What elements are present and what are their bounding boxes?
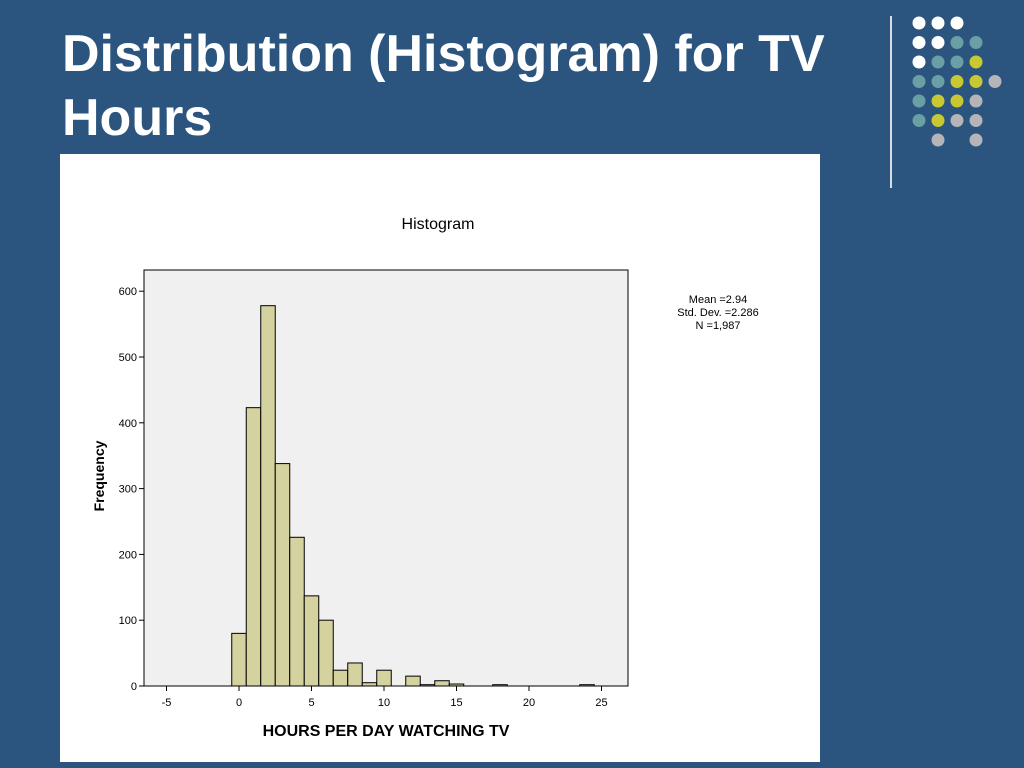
histogram-bar bbox=[318, 619, 334, 687]
histogram-bar bbox=[405, 675, 421, 687]
histogram-bar bbox=[289, 536, 305, 687]
slide-title: Distribution (Histogram) for TV Hours bbox=[62, 25, 825, 147]
decor-dot bbox=[950, 16, 964, 30]
stat-mean: Mean =2.94 bbox=[688, 294, 748, 306]
decor-dot bbox=[950, 114, 964, 127]
decor-dot bbox=[912, 114, 926, 127]
histogram-svg: Histogram 0 100 200 300 400 500 600 -5 0 5 10 15 20… bbox=[91, 216, 629, 740]
summary-stats: Mean =2.94 Std. Dev. =2.286 N =1,987 bbox=[658, 294, 778, 333]
decor-dot bbox=[969, 94, 983, 108]
decor-dot bbox=[912, 55, 926, 69]
decor-dot bbox=[931, 114, 945, 127]
x-axis: -5 0 5 10 15 20 25 bbox=[162, 686, 608, 709]
histogram-chart: Histogram 0 100 200 300 400 500 600 -5 0 5 10 15 20… bbox=[60, 154, 820, 762]
histogram-bar bbox=[274, 463, 291, 687]
histogram-bar bbox=[448, 683, 465, 687]
histogram-bar bbox=[434, 680, 450, 687]
plot-area bbox=[143, 269, 629, 687]
histogram-bar bbox=[376, 669, 392, 687]
y-tick-label: 300 bbox=[119, 484, 137, 496]
y-axis: 0 100 200 300 400 500 600 bbox=[119, 286, 144, 693]
histogram-bar bbox=[361, 682, 378, 687]
histogram-bar bbox=[419, 684, 436, 687]
x-tick-label: 10 bbox=[378, 697, 390, 709]
decor-dot bbox=[969, 114, 983, 127]
decor-dot bbox=[931, 55, 945, 69]
x-tick-label: 0 bbox=[236, 697, 242, 709]
histogram-bar bbox=[245, 407, 262, 687]
x-axis-label: HOURS PER DAY WATCHING TV bbox=[263, 723, 510, 740]
histogram-bar bbox=[332, 669, 349, 687]
x-tick-label: -5 bbox=[162, 697, 172, 709]
decor-dot bbox=[969, 36, 983, 49]
y-tick-label: 600 bbox=[119, 286, 137, 298]
x-tick-label: 5 bbox=[308, 697, 314, 709]
decor-dot bbox=[931, 94, 945, 108]
decor-dot bbox=[950, 55, 964, 69]
decor-dot bbox=[931, 133, 945, 147]
y-axis-label: Frequency bbox=[91, 440, 107, 511]
decor-dot bbox=[912, 36, 926, 49]
decor-dot bbox=[912, 75, 926, 88]
y-tick-label: 500 bbox=[119, 352, 137, 364]
stat-std-dev: Std. Dev. =2.286 bbox=[677, 307, 759, 319]
decor-dot bbox=[931, 16, 945, 30]
decor-dot bbox=[912, 16, 926, 30]
x-tick-label: 15 bbox=[450, 697, 462, 709]
y-tick-label: 0 bbox=[131, 681, 137, 693]
histogram-bar bbox=[231, 632, 247, 687]
decor-dot bbox=[988, 75, 1002, 88]
histogram-bar bbox=[303, 595, 320, 687]
x-tick-label: 25 bbox=[595, 697, 607, 709]
histogram-bar bbox=[260, 305, 276, 687]
bar-group bbox=[231, 305, 595, 687]
decor-dot bbox=[912, 94, 926, 108]
histogram-bar bbox=[579, 684, 595, 687]
decor-dot bbox=[950, 75, 964, 88]
decor-dot bbox=[950, 36, 964, 49]
stat-n: N =1,987 bbox=[695, 320, 741, 332]
decor-dot bbox=[950, 94, 964, 108]
x-tick-label: 20 bbox=[523, 697, 535, 709]
decor-dot bbox=[931, 75, 945, 88]
histogram-bar bbox=[492, 684, 508, 687]
y-tick-label: 400 bbox=[119, 418, 137, 430]
title-divider bbox=[890, 16, 892, 188]
chart-title: Histogram bbox=[402, 216, 475, 233]
decor-dot bbox=[969, 55, 983, 69]
histogram-bar bbox=[347, 662, 363, 687]
y-tick-label: 200 bbox=[119, 549, 137, 561]
decor-dot bbox=[969, 133, 983, 147]
decor-dot bbox=[969, 75, 983, 88]
decor-dot bbox=[931, 36, 945, 49]
decorative-dot-grid bbox=[912, 16, 1002, 147]
y-tick-label: 100 bbox=[119, 615, 137, 627]
